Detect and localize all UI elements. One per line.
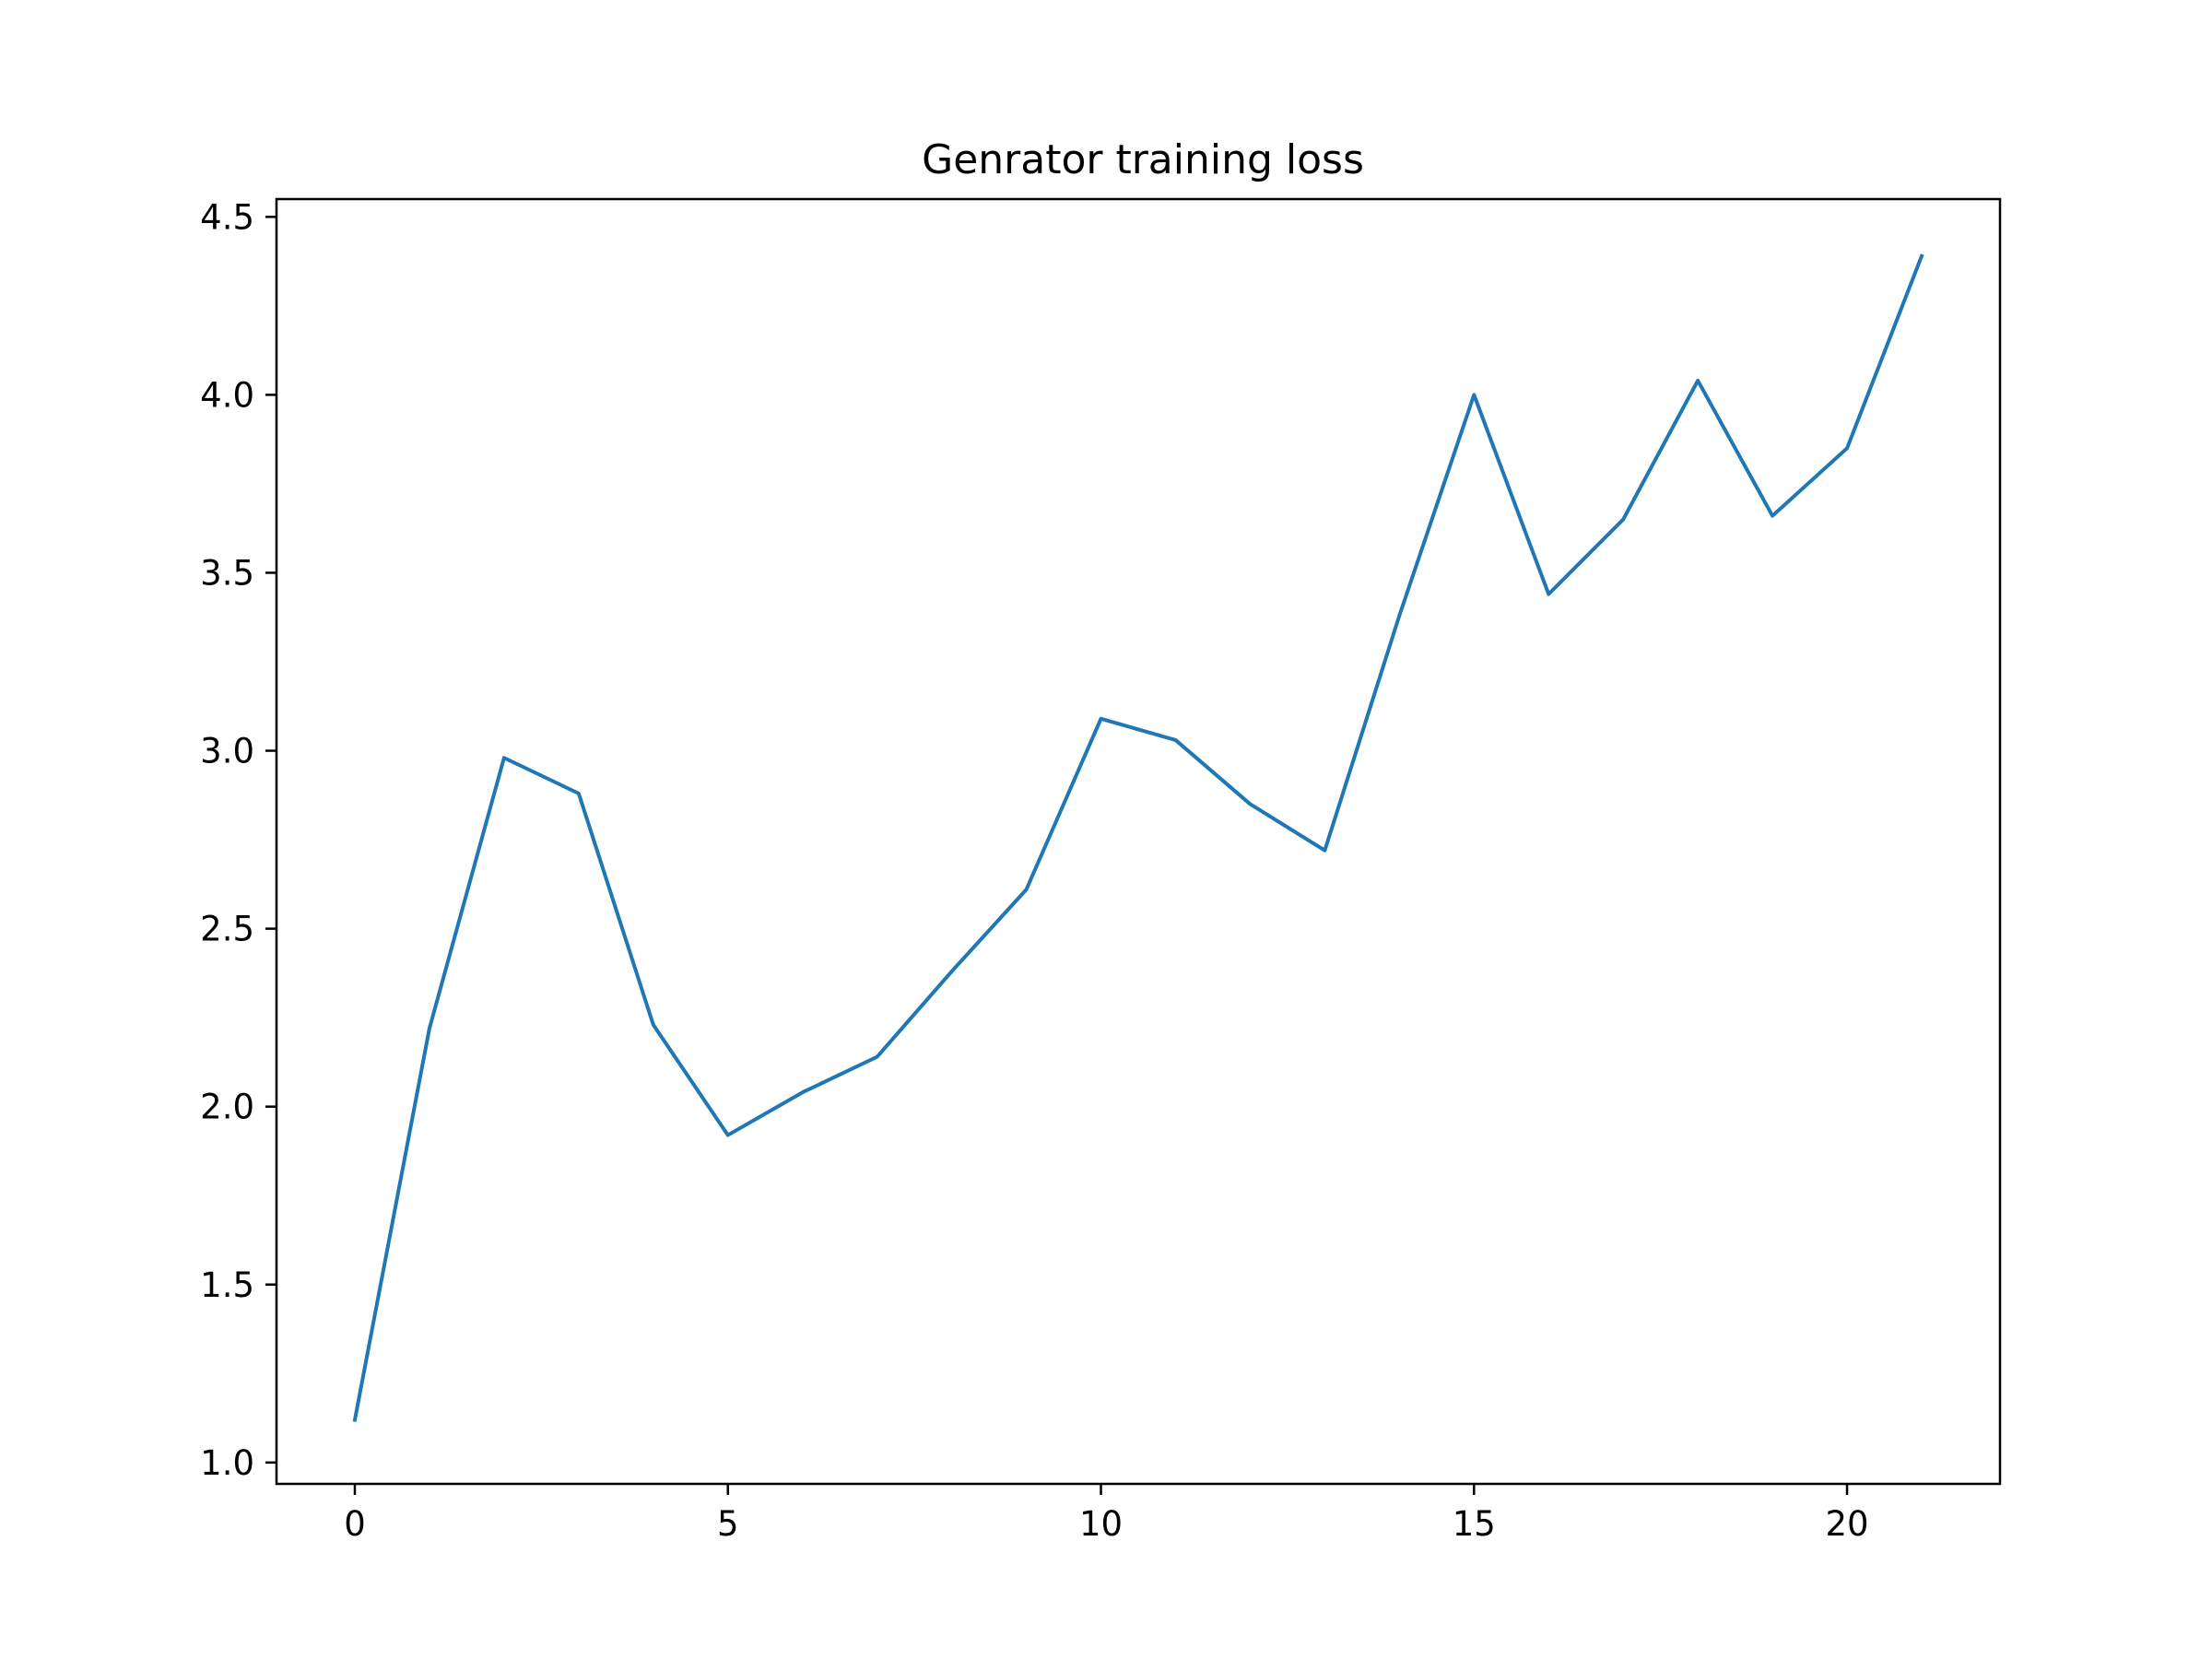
- x-tick-label: 0: [344, 1504, 366, 1544]
- plot-area: [352, 253, 1924, 1422]
- x-tick-label: 5: [717, 1504, 739, 1544]
- y-tick-label: 3.0: [200, 732, 254, 771]
- y-tick-label: 2.0: [200, 1088, 254, 1127]
- x-tick-label: 15: [1453, 1504, 1496, 1544]
- y-axis-ticks: 1.0 1.5 2.0 2.5 3.0 3.5 4.0 4.5: [200, 197, 276, 1483]
- y-tick-label: 2.5: [200, 910, 254, 949]
- series-line: [352, 253, 1924, 1422]
- y-tick-label: 3.5: [200, 553, 254, 593]
- axes-frame: [275, 197, 2002, 1486]
- x-tick-label: 20: [1826, 1504, 1869, 1544]
- chart-title: Genrator training loss: [922, 136, 1364, 183]
- y-tick-label: 1.0: [200, 1443, 254, 1483]
- y-tick-label: 4.5: [200, 197, 254, 237]
- x-tick-label: 10: [1079, 1504, 1123, 1544]
- y-tick-label: 1.5: [200, 1265, 254, 1305]
- y-tick-label: 4.0: [200, 375, 254, 415]
- x-axis-ticks: 0 5 10 15 20: [344, 1484, 1869, 1544]
